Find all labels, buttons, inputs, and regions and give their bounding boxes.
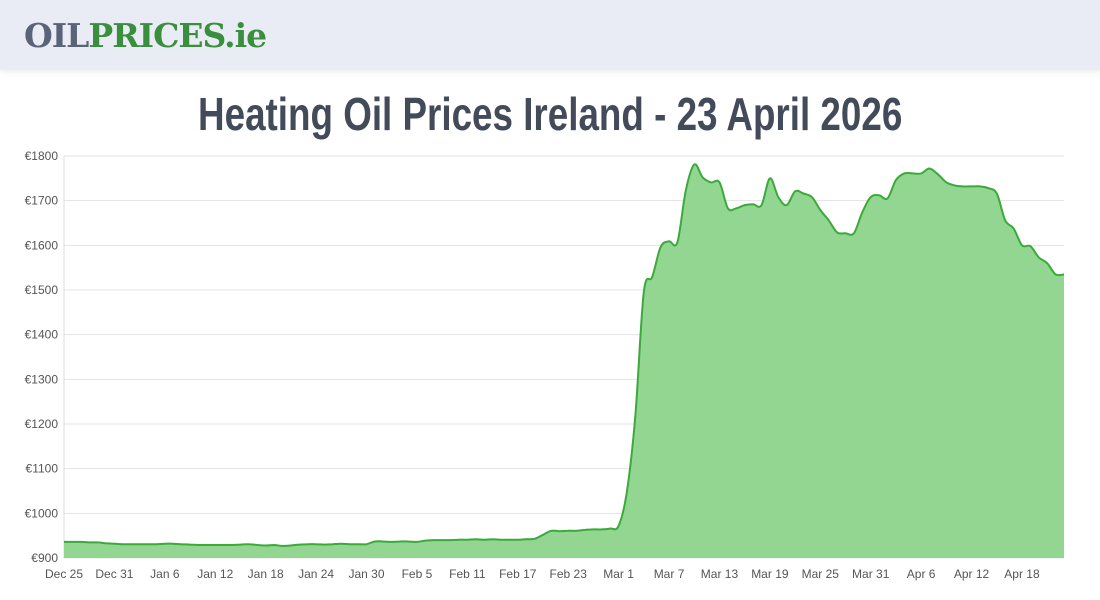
site-header: OILPRICES.ie — [0, 0, 1100, 70]
y-tick-label: €900 — [31, 551, 58, 565]
price-area — [64, 164, 1064, 558]
x-tick-label: Jan 24 — [298, 567, 334, 581]
x-tick-label: Feb 11 — [449, 567, 486, 581]
y-tick-label: €1300 — [25, 372, 59, 386]
x-tick-label: Jan 6 — [150, 567, 180, 581]
y-tick-label: €1200 — [25, 417, 59, 431]
x-tick-label: Feb 23 — [550, 567, 588, 581]
x-tick-label: Mar 19 — [751, 567, 789, 581]
y-tick-label: €1100 — [26, 462, 59, 476]
y-tick-label: €1500 — [25, 283, 59, 297]
y-tick-label: €1800 — [25, 149, 59, 163]
x-tick-label: Feb 5 — [402, 567, 433, 581]
page-title: Heating Oil Prices Ireland - 23 April 20… — [197, 88, 903, 140]
x-tick-label: Apr 6 — [907, 567, 936, 581]
y-tick-label: €1000 — [25, 506, 59, 520]
y-tick-label: €1400 — [25, 328, 59, 342]
x-tick-label: Mar 31 — [852, 567, 890, 581]
x-tick-label: Jan 18 — [248, 567, 284, 581]
x-tick-label: Mar 7 — [654, 567, 685, 581]
logo[interactable]: OILPRICES.ie — [24, 16, 267, 55]
x-tick-label: Dec 25 — [45, 567, 83, 581]
x-tick-label: Jan 12 — [197, 567, 233, 581]
x-tick-label: Apr 18 — [1004, 567, 1040, 581]
x-tick-label: Jan 30 — [349, 567, 385, 581]
x-tick-label: Dec 31 — [95, 567, 133, 581]
x-tick-label: Mar 25 — [802, 567, 840, 581]
y-tick-label: €1600 — [25, 238, 59, 252]
y-tick-label: €1700 — [25, 194, 59, 208]
price-line — [63, 163, 1065, 547]
x-tick-label: Apr 12 — [954, 567, 990, 581]
x-tick-label: Mar 1 — [603, 567, 634, 581]
x-tick-label: Feb 17 — [499, 567, 537, 581]
x-tick-label: Mar 13 — [701, 567, 739, 581]
